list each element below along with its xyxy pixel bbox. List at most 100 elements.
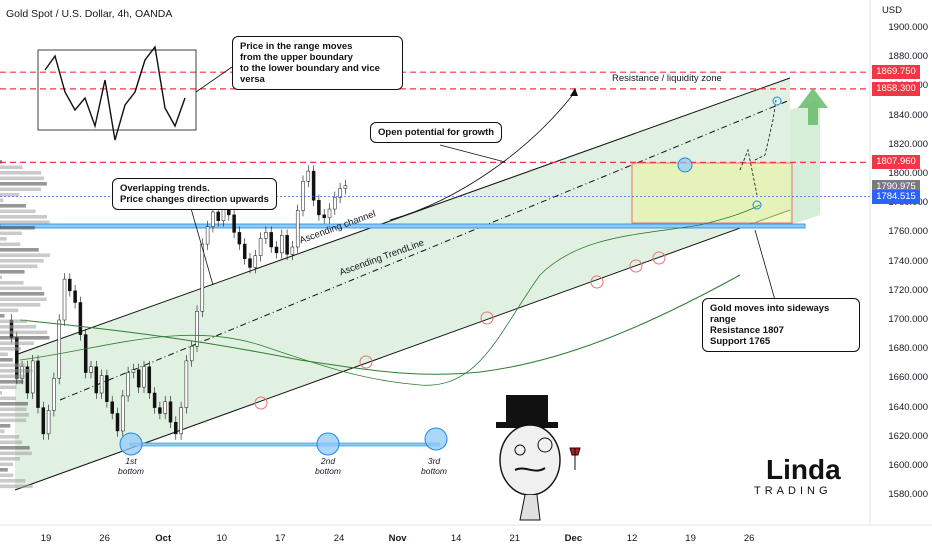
volume-bar [0,176,44,181]
candle-body [338,188,342,198]
volume-bar [0,303,41,307]
volume-bar [0,330,48,335]
candle-body [301,181,305,211]
reaction-circle [254,396,268,410]
volume-bar [0,231,22,236]
candle-body [163,401,167,414]
volume-bar [0,297,47,302]
y-tick-label: 1580.000 [888,489,928,501]
range-inset-line [44,45,186,141]
moving-average-short [19,204,761,386]
connector-line [754,229,776,301]
logo: Linda TRADING [740,455,860,498]
candle-body [78,302,83,335]
volume-bar [0,435,20,439]
y-tick-label: 1760.000 [888,226,928,238]
volume-bar [0,215,47,219]
volume-bar [0,396,16,401]
volume-bar [0,204,26,208]
volume-bar [0,336,50,340]
reaction-circle [629,259,643,273]
candle-body [184,360,189,408]
candle-body [311,170,316,201]
mascot-icon [496,395,581,521]
volume-bar [0,237,7,241]
chart-title: Gold Spot / U.S. Dollar, 4h, OANDA [6,8,173,20]
candle-body [136,369,141,388]
callout-sideways: Gold moves into sideways range Resistance… [702,298,860,352]
bottom-circle [424,427,448,451]
candle-body [264,232,268,239]
growth-arrow-head [570,88,578,96]
range-inset-box [37,49,197,131]
callout-overlap: Overlapping trends. Price changes directi… [112,178,277,210]
volume-bar [0,286,42,291]
reaction-circle [359,355,373,369]
bottom-circle [119,432,143,456]
candle-body [280,235,284,254]
candle-body [73,290,77,303]
y-tick-label: 1720.000 [888,284,928,296]
connector-line [189,204,214,286]
logo-sub: TRADING [754,485,832,497]
candle-body [343,185,348,189]
x-tick-label: 10 [216,533,228,544]
x-tick-label: 19 [685,533,696,544]
candle-body [179,407,183,435]
volume-bar [0,407,27,412]
volume-bar [0,292,45,296]
candle-body [41,407,46,435]
volume-bar [0,253,51,258]
resistance-zone-label: Resistance / liquidity zone [612,73,722,84]
top-circle [677,157,693,173]
candle-body [306,170,311,182]
price-tag: 1784.515 [872,189,920,204]
candle-body [115,413,120,432]
candle-body [253,255,258,268]
y-tick-label: 1680.000 [888,343,928,355]
volume-bar [0,484,33,489]
candle-body [62,278,67,321]
price-tag: 1869.750 [872,65,920,80]
candle-body [200,243,205,312]
x-tick-label: 21 [509,533,521,544]
volume-bar [0,242,21,247]
bottom-circle [316,432,340,456]
candle-body [285,235,289,255]
volume-bar [0,275,2,280]
volume-bar [0,446,30,450]
volume-bar [0,193,20,197]
support-band [0,223,806,229]
sideways-range-box [631,162,793,224]
candle-body [110,401,114,414]
candle-body [290,246,295,255]
volume-bar [0,468,8,472]
x-tick-label: Dec [564,533,583,544]
x-tick-label: Nov [388,533,407,544]
volume-bar [0,347,21,351]
candle-body [158,407,162,414]
volume-bar [0,440,23,445]
candle-body [168,401,173,423]
volume-bar [0,209,36,214]
x-tick-label: 24 [333,533,345,544]
volume-bar [0,352,8,357]
projection-path [739,99,777,196]
big-up-arrow-icon [798,88,828,125]
candle-body [216,211,220,221]
target-icon [752,200,762,210]
candle-body [242,243,247,259]
candle-body [237,232,242,245]
volume-bar [0,369,33,373]
candle-body [248,258,252,268]
candle-body [317,200,321,216]
y-tick-label: 1660.000 [888,372,928,384]
x-tick-label: 19 [40,533,52,544]
volume-bar [0,325,37,329]
candle-body [211,211,215,227]
y-tick-label: 1740.000 [888,255,928,267]
volume-bar [0,160,2,164]
volume-bar [0,264,38,269]
x-tick-label: 14 [450,533,462,544]
